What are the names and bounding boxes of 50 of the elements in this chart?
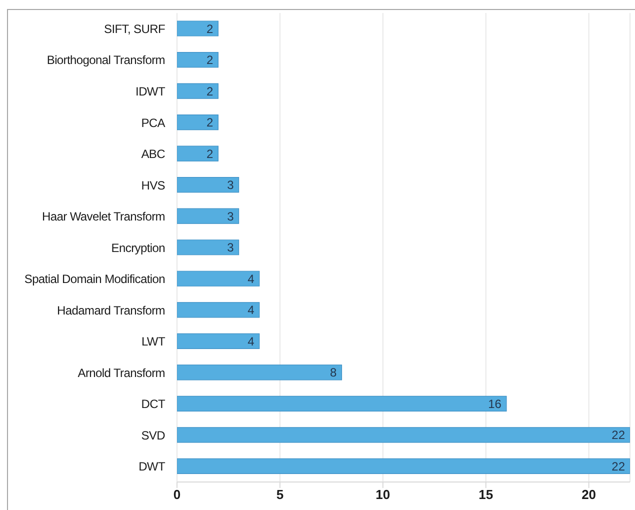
data-label: 4 (248, 334, 255, 348)
bar (177, 52, 218, 68)
bar (177, 427, 630, 443)
y-tick-label: IDWT (136, 84, 166, 98)
y-tick-label: HVS (141, 178, 166, 192)
data-label: 22 (612, 459, 626, 474)
y-tick-label: SVD (141, 428, 166, 442)
bar (177, 208, 240, 224)
y-tick-label: DWT (138, 460, 166, 474)
y-tick-label: DCT (141, 397, 166, 412)
bar (177, 396, 507, 412)
data-label: 2 (206, 146, 214, 161)
data-label: 2 (206, 53, 214, 68)
data-label: 22 (612, 428, 626, 442)
bar (177, 177, 240, 193)
y-tick-label: Biorthogonal Transform (46, 53, 166, 68)
x-tick-label: 10 (376, 487, 390, 502)
data-label: 3 (227, 240, 234, 255)
data-label: 16 (488, 396, 502, 411)
bar (177, 240, 240, 256)
data-label: 2 (206, 116, 214, 130)
bar (177, 114, 218, 130)
y-tick-label: Spatial Domain Modification (24, 272, 165, 286)
x-tick-label: 5 (276, 487, 284, 502)
x-tick-label: 0 (173, 487, 181, 502)
data-label: 4 (248, 272, 255, 286)
bar (177, 20, 218, 36)
y-tick-label: Haar Wavelet Transform (42, 210, 166, 224)
data-label: 2 (206, 84, 214, 98)
y-tick-label: PCA (141, 116, 166, 130)
data-label: 4 (248, 303, 255, 318)
y-tick-label: ABC (141, 147, 166, 162)
y-tick-label: Encryption (111, 240, 165, 255)
x-tick-label: 20 (582, 487, 596, 502)
bar (177, 146, 218, 162)
data-label: 8 (330, 366, 338, 380)
data-label: 2 (206, 22, 214, 36)
bar (177, 302, 260, 318)
y-tick-label: Arnold Transform (78, 366, 166, 380)
y-tick-label: LWT (141, 334, 166, 349)
bar (177, 364, 342, 380)
bar (177, 333, 260, 349)
y-tick-label: SIFT, SURF (104, 22, 165, 36)
x-tick-label: 15 (478, 487, 494, 502)
data-label: 3 (227, 178, 234, 192)
bar (177, 83, 218, 99)
bar (177, 270, 260, 286)
y-tick-label: Hadamard Transform (57, 303, 166, 318)
bar (177, 458, 630, 474)
data-label: 3 (227, 209, 234, 224)
